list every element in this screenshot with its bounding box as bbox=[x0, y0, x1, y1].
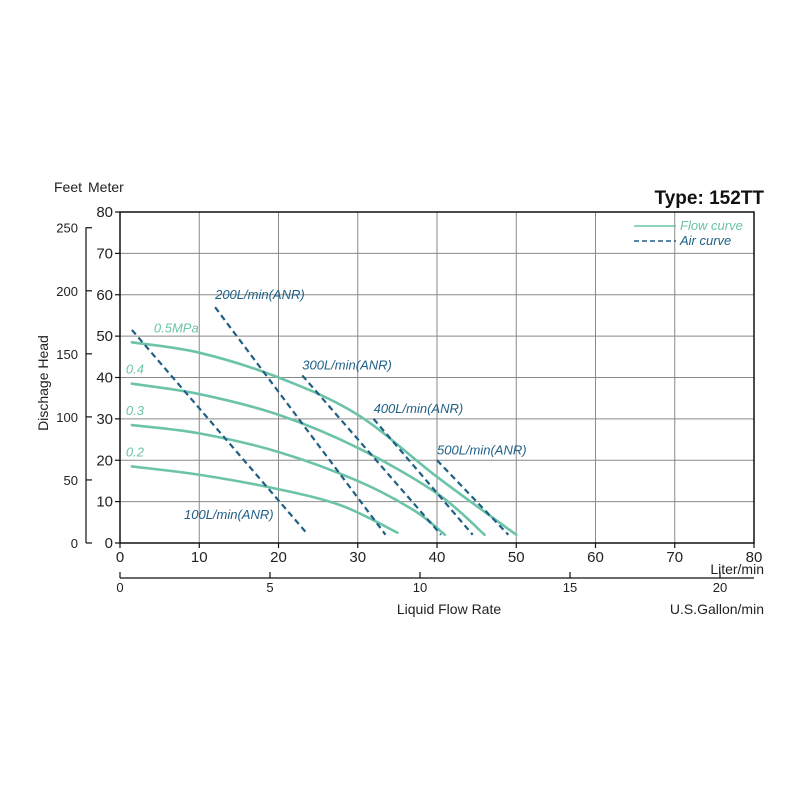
y-meter-tick-label: 20 bbox=[96, 452, 113, 469]
air-curve-label: 400L/min(ANR) bbox=[374, 401, 464, 416]
x-unit-liter: Liter/min bbox=[710, 561, 764, 577]
air-curve-line bbox=[214, 306, 387, 536]
y-feet-tick-label: 250 bbox=[56, 221, 78, 236]
y-axis-label: Dischage Head bbox=[35, 335, 51, 431]
air-curve-line bbox=[436, 459, 510, 536]
y-left-unit: Feet bbox=[54, 179, 82, 195]
axes bbox=[85, 211, 755, 579]
x-liter-tick-label: 60 bbox=[587, 549, 604, 566]
y-meter-tick-label: 80 bbox=[96, 204, 113, 221]
flow-curve-label: 0.3 bbox=[126, 403, 145, 418]
y-meter-tick-label: 50 bbox=[96, 328, 113, 345]
y-meter-tick-label: 60 bbox=[96, 287, 113, 304]
x-liter-tick-label: 70 bbox=[666, 549, 683, 566]
y-meter-tick-label: 30 bbox=[96, 411, 113, 428]
air-curve-line bbox=[301, 374, 442, 536]
flow-curve-label: 0.5MPa bbox=[154, 320, 199, 335]
flow-curve-label: 0.4 bbox=[126, 362, 144, 377]
x-gallon-tick-label: 5 bbox=[266, 580, 273, 595]
air-curve-line bbox=[131, 329, 308, 534]
y-meter-tick-label: 0 bbox=[105, 535, 113, 552]
air-curve-line bbox=[372, 418, 474, 536]
x-liter-tick-label: 80 bbox=[746, 549, 763, 566]
flow-curve-line bbox=[130, 465, 399, 534]
x-liter-tick-label: 50 bbox=[508, 549, 525, 566]
x-gallon-tick-label: 15 bbox=[563, 580, 577, 595]
y-meter-tick-label: 10 bbox=[96, 494, 113, 511]
air-curves bbox=[131, 306, 510, 536]
y-right-unit: Meter bbox=[88, 179, 124, 195]
air-curve-label: 300L/min(ANR) bbox=[302, 357, 392, 372]
chart-title: Type: 152TT bbox=[655, 188, 765, 209]
legend-flow-label: Flow curve bbox=[680, 218, 743, 233]
y-feet-tick-label: 150 bbox=[56, 347, 78, 362]
legend: Flow curve Air curve bbox=[634, 218, 743, 248]
y-feet-tick-label: 50 bbox=[64, 473, 78, 488]
x-liter-tick-label: 40 bbox=[429, 549, 446, 566]
flow-curve-label: 0.2 bbox=[126, 444, 145, 459]
y-meter-tick-label: 70 bbox=[96, 245, 113, 262]
grid-lines bbox=[120, 212, 754, 543]
flow-curve-line bbox=[130, 423, 447, 537]
x-gallon-tick-label: 0 bbox=[116, 580, 123, 595]
x-liter-tick-label: 30 bbox=[349, 549, 366, 566]
x-unit-gallon: U.S.Gallon/min bbox=[670, 601, 764, 617]
x-liter-tick-label: 10 bbox=[191, 549, 208, 566]
x-liter-tick-label: 0 bbox=[116, 549, 124, 566]
y-feet-tick-label: 0 bbox=[71, 536, 78, 551]
y-feet-tick-label: 100 bbox=[56, 410, 78, 425]
air-curve-label: 500L/min(ANR) bbox=[437, 442, 527, 457]
flow-curve-line bbox=[130, 341, 518, 537]
legend-air-label: Air curve bbox=[679, 233, 731, 248]
x-liter-tick-label: 20 bbox=[270, 549, 287, 566]
x-gallon-tick-label: 10 bbox=[413, 580, 427, 595]
air-curve-label: 100L/min(ANR) bbox=[184, 507, 274, 522]
flow-curve-line bbox=[130, 382, 486, 537]
x-axis-label: Liquid Flow Rate bbox=[397, 601, 501, 617]
y-feet-tick-label: 200 bbox=[56, 284, 78, 299]
x-gallon-tick-label: 20 bbox=[713, 580, 727, 595]
y-meter-tick-label: 40 bbox=[96, 370, 113, 387]
air-curve-label: 200L/min(ANR) bbox=[214, 287, 305, 302]
flow-curves bbox=[130, 341, 518, 537]
